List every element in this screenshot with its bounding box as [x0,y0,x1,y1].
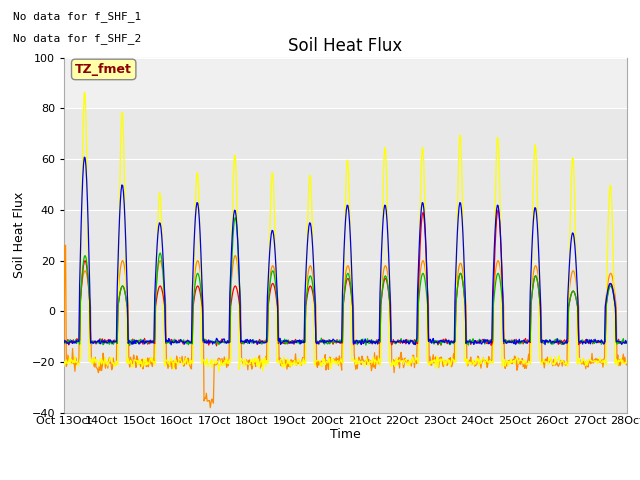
Text: No data for f_SHF_2: No data for f_SHF_2 [13,33,141,44]
Bar [64,58,627,108]
Title: Soil Heat Flux: Soil Heat Flux [289,36,403,55]
Bar [64,108,627,413]
Text: No data for f_SHF_1: No data for f_SHF_1 [13,12,141,23]
Text: TZ_fmet: TZ_fmet [76,63,132,76]
Y-axis label: Soil Heat Flux: Soil Heat Flux [13,192,26,278]
X-axis label: Time: Time [330,428,361,441]
